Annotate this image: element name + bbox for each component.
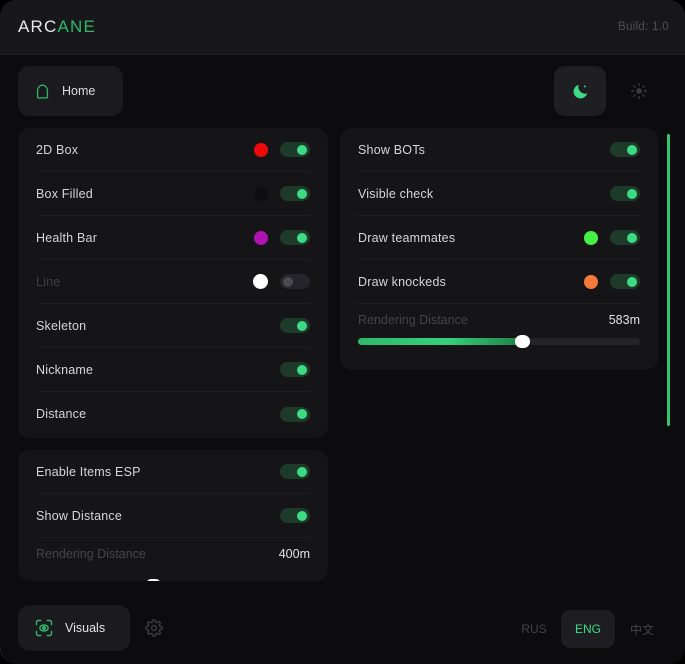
setting-row-show-bots[interactable]: Show BOTs	[358, 128, 640, 172]
setting-row-nickname[interactable]: Nickname	[36, 348, 310, 392]
slider-value: 400m	[278, 547, 310, 561]
slider-value: 583m	[608, 313, 640, 327]
setting-row-enable-items-esp[interactable]: Enable Items ESP	[36, 450, 310, 494]
setting-label: Nickname	[36, 362, 94, 377]
footer-tab-visuals-label: Visuals	[65, 621, 106, 635]
slider-row-players-rendering-distance: Rendering Distance 583m	[358, 304, 640, 348]
logo-text-primary: ARC	[18, 17, 58, 36]
app-logo: ARCANE	[18, 17, 96, 37]
card-visuals-settings: 2D Box Box Filled Health Bar Line	[18, 128, 328, 438]
build-version-label: Build: 1.0	[618, 21, 669, 33]
color-swatch[interactable]	[584, 230, 598, 245]
theme-toggle-dark[interactable]	[554, 66, 606, 116]
toggle-switch[interactable]	[610, 274, 640, 289]
setting-label: Draw knockeds	[358, 274, 447, 289]
toggle-knob	[297, 232, 307, 243]
slider-track-players[interactable]	[358, 335, 640, 348]
toggle-switch[interactable]	[280, 318, 310, 333]
slider-thumb[interactable]	[514, 335, 530, 348]
toggle-knob	[627, 232, 637, 243]
setting-label: Distance	[36, 407, 87, 421]
toggle-knob	[627, 188, 637, 199]
toggle-switch[interactable]	[280, 406, 310, 422]
setting-label: Show Distance	[36, 508, 122, 523]
toggle-switch[interactable]	[280, 464, 310, 479]
setting-label: Line	[36, 274, 61, 289]
scan-eye-icon	[34, 618, 54, 638]
sun-icon	[630, 82, 648, 100]
nav-tab-home[interactable]: Home	[18, 66, 123, 116]
setting-row-2d-box[interactable]: 2D Box	[36, 128, 310, 172]
toggle-switch[interactable]	[280, 142, 310, 157]
toggle-switch[interactable]	[610, 142, 640, 157]
setting-label: Show BOTs	[358, 142, 426, 157]
theme-toggle-light[interactable]	[613, 66, 665, 116]
title-bar: ARCANE Build: 1.0	[0, 0, 685, 55]
color-swatch[interactable]	[253, 274, 268, 289]
card-players-settings: Show BOTs Visible check Draw teammates D…	[340, 128, 658, 370]
setting-row-show-distance[interactable]: Show Distance	[36, 494, 310, 538]
scrollbar-vertical-right[interactable]	[667, 134, 670, 426]
language-switcher: RUS ENG 中文	[507, 610, 669, 648]
toggle-switch[interactable]	[280, 230, 310, 245]
footer-tab-visuals[interactable]: Visuals	[18, 605, 130, 651]
slider-label: Rendering Distance	[36, 547, 146, 561]
setting-row-health-bar[interactable]: Health Bar	[36, 216, 310, 260]
setting-label: Enable Items ESP	[36, 464, 141, 479]
color-swatch[interactable]	[584, 274, 598, 289]
setting-row-distance[interactable]: Distance	[36, 392, 310, 436]
toggle-knob	[283, 276, 293, 287]
toggle-knob	[297, 144, 307, 155]
gear-icon	[145, 619, 163, 637]
setting-label: 2D Box	[36, 142, 79, 157]
language-button-zho[interactable]: 中文	[629, 622, 654, 637]
toggle-knob	[297, 510, 307, 521]
toggle-knob	[297, 466, 307, 477]
color-swatch[interactable]	[254, 230, 268, 245]
setting-label: Visible check	[358, 186, 434, 201]
color-swatch[interactable]	[254, 142, 268, 157]
toggle-switch[interactable]	[280, 186, 310, 201]
setting-label: Health Bar	[36, 230, 98, 245]
setting-row-box-filled[interactable]: Box Filled	[36, 172, 310, 216]
setting-row-draw-teammates[interactable]: Draw teammates	[358, 216, 640, 260]
slider-label: Rendering Distance	[358, 313, 468, 327]
toggle-switch[interactable]	[610, 230, 640, 245]
language-button-rus[interactable]: RUS	[521, 622, 547, 636]
toggle-switch[interactable]	[280, 362, 310, 377]
toggle-knob	[297, 409, 307, 419]
logo-text-accent: ANE	[57, 17, 97, 36]
nav-row: Home	[0, 55, 685, 128]
toggle-switch[interactable]	[280, 508, 310, 523]
toggle-switch[interactable]	[610, 186, 640, 201]
slider-thumb[interactable]	[145, 579, 161, 581]
nav-tab-home-label: Home	[62, 84, 96, 98]
setting-label: Skeleton	[36, 318, 87, 333]
toggle-knob	[297, 364, 307, 375]
card-items-settings: Enable Items ESP Show Distance Rendering…	[18, 450, 328, 581]
footer-settings-button[interactable]	[136, 605, 172, 651]
setting-row-line[interactable]: Line	[36, 260, 310, 304]
moon-icon	[571, 82, 590, 101]
setting-row-draw-knockeds[interactable]: Draw knockeds	[358, 260, 640, 304]
footer-bar: Visuals RUS ENG 中文	[0, 594, 685, 664]
toggle-switch[interactable]	[280, 274, 310, 289]
setting-row-skeleton[interactable]: Skeleton	[36, 304, 310, 348]
setting-label: Draw teammates	[358, 230, 456, 245]
language-button-eng[interactable]: ENG	[561, 610, 615, 648]
slider-row-items-rendering-distance: Rendering Distance 400m	[36, 538, 310, 561]
toggle-knob	[297, 320, 307, 331]
toggle-knob	[627, 276, 637, 287]
setting-label: Box Filled	[36, 186, 93, 201]
color-swatch[interactable]	[254, 186, 268, 201]
toggle-knob	[297, 188, 307, 199]
slider-fill	[358, 338, 522, 345]
home-icon	[34, 83, 51, 100]
setting-row-visible-check[interactable]: Visible check	[358, 172, 640, 216]
toggle-knob	[627, 144, 637, 155]
